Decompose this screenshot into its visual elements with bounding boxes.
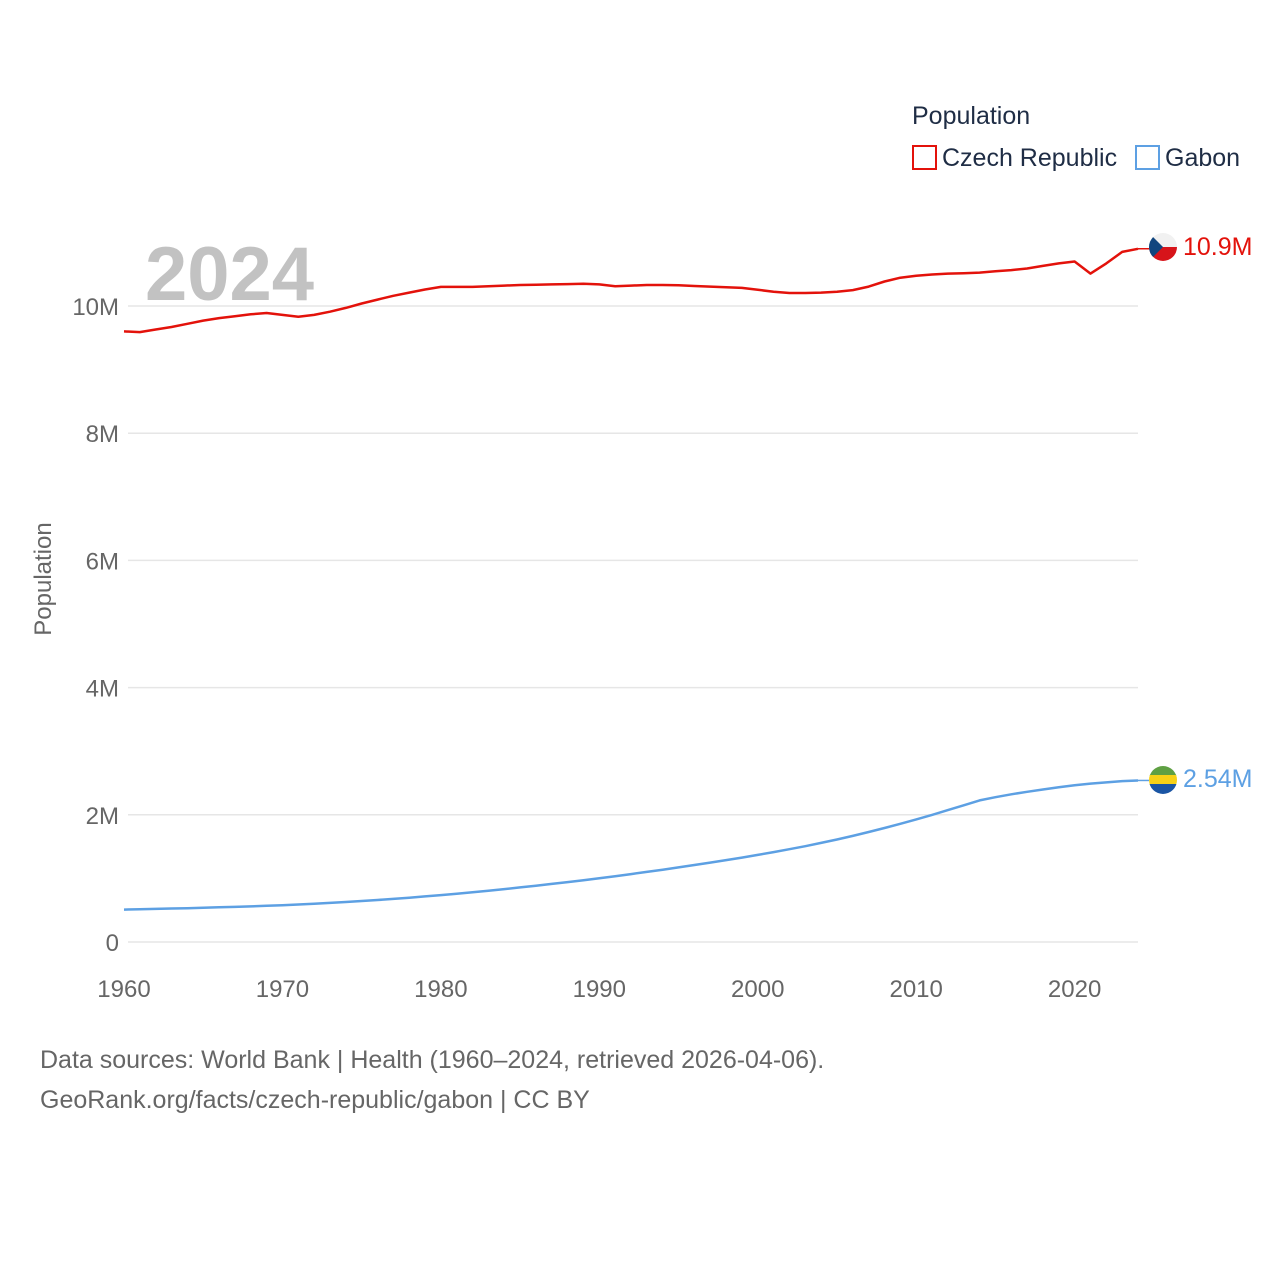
gabon-flag-icon [1149, 766, 1177, 794]
series-line-gabon[interactable] [123, 779, 1139, 911]
x-tick-label: 2000 [731, 976, 784, 1003]
legend-swatch-czech-republic [912, 145, 937, 170]
x-tick-label: 1960 [97, 976, 150, 1003]
legend-title: Population [912, 102, 1030, 130]
end-label-czech-republic: 10.9M [1183, 233, 1252, 261]
x-tick-label: 1980 [414, 976, 467, 1003]
y-tick-label: 6M [86, 548, 119, 575]
footer-data-sources: Data sources: World Bank | Health (1960–… [40, 1046, 825, 1074]
y-tick-label: 2M [86, 803, 119, 830]
y-axis-title: Population [30, 522, 57, 635]
end-label-gabon: 2.54M [1183, 765, 1252, 793]
legend-item-gabon[interactable]: Gabon [1135, 144, 1240, 172]
x-axis-ticks: 1960 1970 1980 1990 2000 2010 2020 [97, 976, 1101, 1003]
y-tick-label: 4M [86, 676, 119, 703]
x-tick-label: 2020 [1048, 976, 1101, 1003]
czech-flag-icon [1149, 233, 1177, 261]
grid-lines [128, 305, 1138, 943]
legend-label-gabon: Gabon [1165, 144, 1240, 172]
footer: Data sources: World Bank | Health (1960–… [40, 1040, 824, 1120]
year-watermark: 2024 [145, 232, 314, 317]
y-tick-label: 0 [106, 930, 119, 957]
series-line-czech-republic[interactable] [123, 247, 1139, 334]
y-tick-label: 10M [72, 294, 119, 321]
footer-source-link[interactable]: GeoRank.org/facts/czech-republic/gabon |… [40, 1086, 590, 1114]
legend-swatch-gabon [1135, 145, 1160, 170]
y-tick-label: 8M [86, 421, 119, 448]
legend-label-czech-republic: Czech Republic [942, 144, 1117, 172]
legend: Population Czech Republic Gabon [912, 102, 1240, 172]
y-axis-ticks: 0 2M 4M 6M 8M 10M [72, 294, 119, 957]
series-lines [123, 247, 1149, 911]
x-tick-label: 2010 [889, 976, 942, 1003]
x-tick-label: 1970 [256, 976, 309, 1003]
legend-item-czech-republic[interactable]: Czech Republic [912, 144, 1117, 172]
x-tick-label: 1990 [573, 976, 626, 1003]
